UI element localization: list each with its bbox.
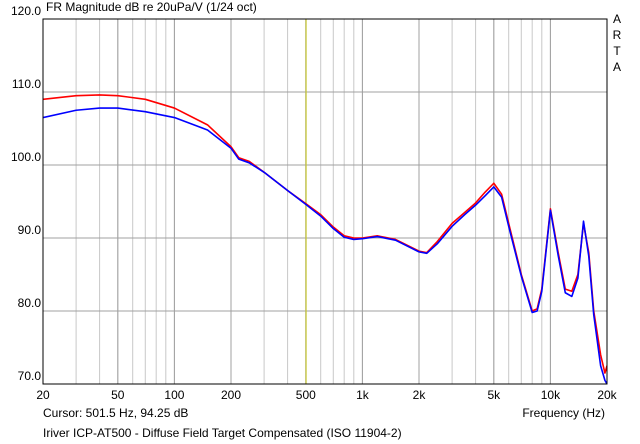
y-tick-label: 100.0 bbox=[11, 150, 41, 164]
caption: Iriver ICP-AT500 - Diffuse Field Target … bbox=[43, 426, 402, 440]
series-line bbox=[43, 107, 607, 384]
chart-title: FR Magnitude dB re 20uPa/V (1/24 oct) bbox=[46, 0, 257, 14]
cursor-readout: Cursor: 501.5 Hz, 94.25 dB bbox=[43, 406, 188, 420]
x-tick-label: 1k bbox=[356, 388, 370, 402]
plot-frame bbox=[42, 18, 608, 385]
x-tick-label: 20 bbox=[36, 388, 50, 402]
y-tick-label: 80.0 bbox=[18, 296, 42, 310]
x-tick-label: 20k bbox=[597, 388, 617, 402]
x-tick-label: 10k bbox=[541, 388, 561, 402]
x-tick-label: 5k bbox=[487, 388, 501, 402]
x-tick-label: 50 bbox=[111, 388, 125, 402]
y-tick-label: 70.0 bbox=[18, 369, 42, 383]
x-tick-label: 100 bbox=[164, 388, 184, 402]
x-tick-label: 200 bbox=[221, 388, 241, 402]
y-tick-label: 90.0 bbox=[18, 223, 42, 237]
x-tick-label: 500 bbox=[296, 388, 316, 402]
x-tick-label: 2k bbox=[413, 388, 427, 402]
series-line bbox=[43, 94, 607, 374]
x-axis-label: Frequency (Hz) bbox=[522, 406, 605, 420]
y-tick-label: 110.0 bbox=[12, 77, 41, 91]
y-tick-label: 120.0 bbox=[11, 4, 41, 18]
plot-area bbox=[43, 19, 607, 384]
